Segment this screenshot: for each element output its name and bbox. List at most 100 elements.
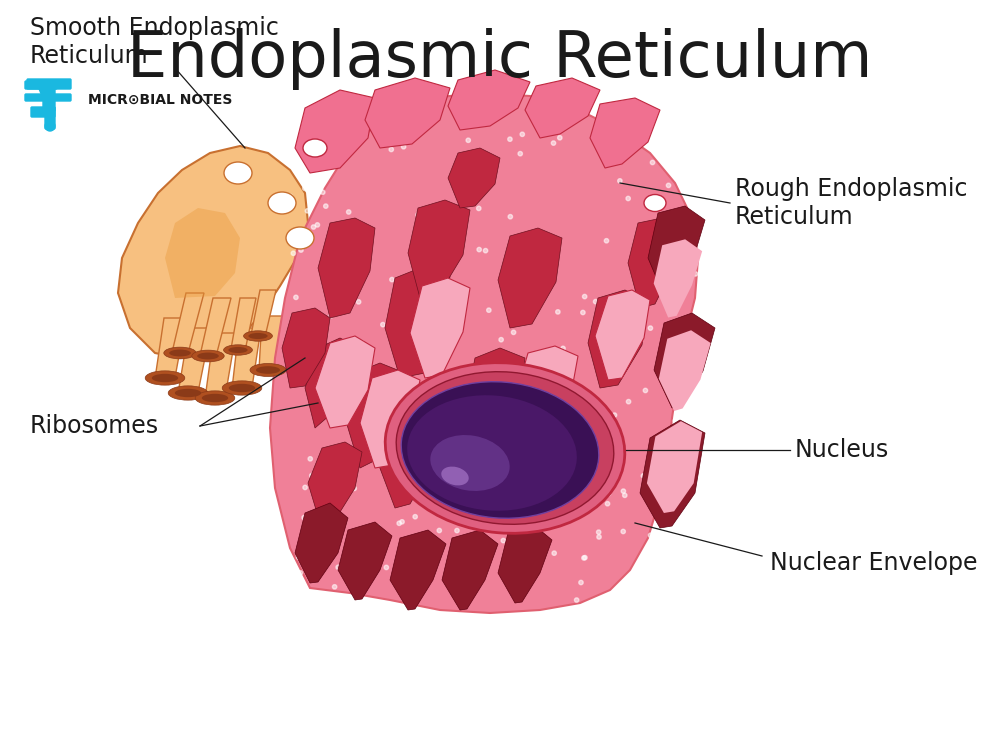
Circle shape (322, 533, 327, 538)
Circle shape (676, 476, 681, 480)
Circle shape (639, 257, 644, 261)
Circle shape (552, 551, 556, 555)
Polygon shape (654, 313, 715, 408)
Circle shape (477, 206, 481, 211)
Circle shape (389, 472, 394, 476)
Circle shape (525, 447, 529, 452)
Circle shape (293, 575, 297, 580)
Circle shape (434, 227, 439, 231)
Circle shape (352, 486, 356, 491)
Ellipse shape (385, 363, 625, 533)
Circle shape (550, 437, 554, 441)
Circle shape (697, 425, 702, 429)
Circle shape (551, 141, 556, 145)
Ellipse shape (202, 393, 228, 402)
Circle shape (621, 530, 625, 533)
Ellipse shape (224, 345, 252, 355)
Polygon shape (590, 98, 660, 168)
Circle shape (483, 248, 488, 253)
Circle shape (518, 481, 523, 485)
Circle shape (300, 135, 305, 139)
Circle shape (668, 375, 672, 379)
Circle shape (294, 295, 298, 299)
Circle shape (558, 135, 562, 140)
Polygon shape (628, 218, 678, 308)
Ellipse shape (244, 331, 272, 341)
Circle shape (303, 485, 307, 490)
Polygon shape (232, 328, 261, 388)
Circle shape (597, 535, 601, 539)
Circle shape (508, 137, 512, 141)
Polygon shape (360, 370, 420, 468)
Text: Smooth Endoplasmic
Reticulum: Smooth Endoplasmic Reticulum (30, 16, 279, 68)
Circle shape (640, 120, 644, 125)
Circle shape (397, 521, 401, 526)
Circle shape (359, 125, 363, 129)
Polygon shape (282, 308, 330, 388)
Circle shape (474, 488, 478, 492)
Circle shape (574, 598, 579, 602)
Ellipse shape (222, 381, 262, 395)
Circle shape (341, 390, 345, 395)
Ellipse shape (229, 384, 255, 392)
Circle shape (499, 337, 503, 342)
Ellipse shape (407, 395, 577, 511)
Circle shape (403, 125, 407, 129)
Circle shape (452, 241, 456, 245)
Circle shape (311, 225, 316, 229)
FancyBboxPatch shape (27, 79, 71, 89)
Circle shape (331, 462, 336, 467)
Polygon shape (318, 218, 375, 318)
Circle shape (315, 223, 320, 227)
Polygon shape (530, 436, 587, 528)
Circle shape (570, 508, 574, 512)
Circle shape (375, 525, 380, 529)
Circle shape (582, 556, 586, 560)
Circle shape (470, 108, 475, 112)
Ellipse shape (224, 162, 252, 184)
Circle shape (321, 190, 325, 194)
Circle shape (655, 206, 659, 211)
Circle shape (331, 114, 335, 119)
Circle shape (672, 266, 677, 269)
Ellipse shape (169, 349, 191, 356)
Circle shape (626, 196, 630, 200)
Circle shape (367, 451, 371, 456)
Circle shape (520, 132, 524, 136)
Polygon shape (654, 239, 702, 317)
Circle shape (610, 361, 615, 364)
Circle shape (478, 455, 482, 459)
Circle shape (648, 533, 653, 538)
Circle shape (448, 298, 453, 301)
FancyBboxPatch shape (25, 94, 71, 101)
Circle shape (346, 209, 351, 214)
Circle shape (390, 278, 394, 282)
Polygon shape (251, 290, 276, 336)
Circle shape (606, 491, 611, 496)
FancyBboxPatch shape (43, 81, 55, 111)
Circle shape (508, 215, 513, 219)
Polygon shape (172, 293, 204, 353)
Circle shape (409, 462, 414, 467)
Circle shape (416, 212, 420, 217)
Circle shape (634, 329, 638, 334)
Polygon shape (588, 290, 648, 388)
Circle shape (681, 459, 686, 464)
Polygon shape (465, 348, 525, 458)
Circle shape (310, 473, 314, 478)
Circle shape (582, 295, 587, 298)
Polygon shape (595, 290, 650, 380)
Polygon shape (390, 530, 446, 610)
Polygon shape (378, 416, 438, 508)
Circle shape (465, 428, 470, 432)
Ellipse shape (197, 352, 219, 360)
Circle shape (650, 160, 655, 165)
Ellipse shape (441, 467, 469, 485)
Circle shape (359, 340, 364, 345)
Circle shape (329, 313, 333, 318)
Circle shape (492, 450, 497, 455)
Circle shape (314, 530, 319, 535)
Text: Endoplasmic Reticulum: Endoplasmic Reticulum (127, 28, 873, 90)
Circle shape (661, 127, 665, 132)
Polygon shape (442, 530, 498, 610)
